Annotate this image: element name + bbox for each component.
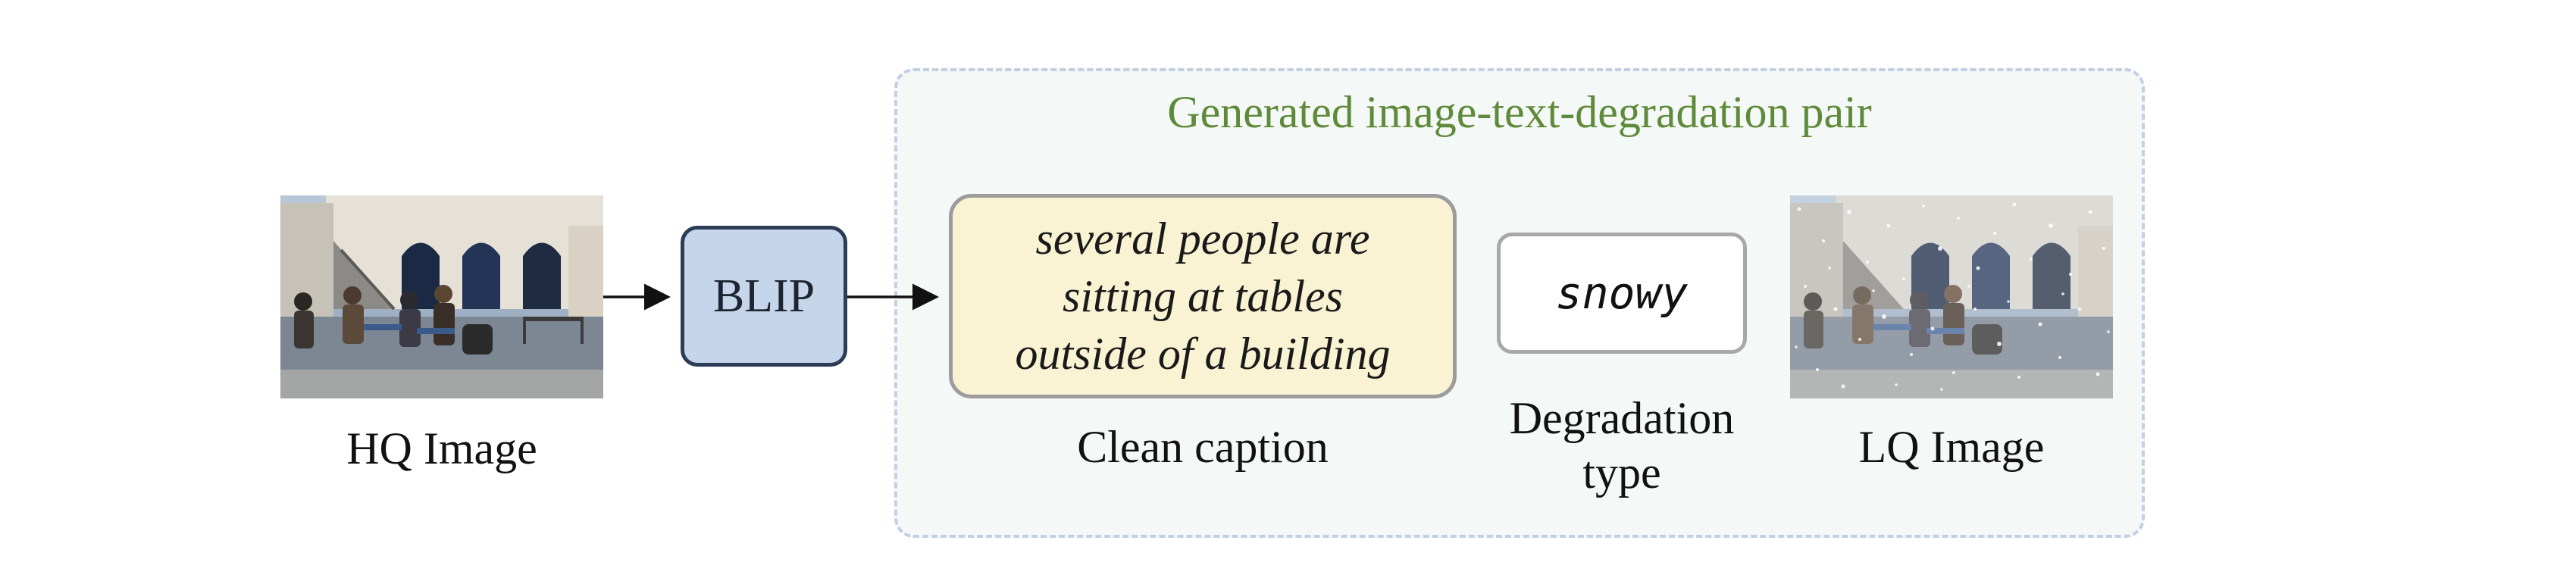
caption-text: several people are sitting at tables out…	[1016, 210, 1391, 383]
degradation-value: snowy	[1555, 267, 1689, 319]
caption-line: several people are	[1035, 214, 1370, 264]
lq-image	[1790, 195, 2113, 398]
group-title: Generated image-text-degradation pair	[1167, 87, 1872, 137]
hq-image	[280, 195, 603, 398]
blip-label: BLIP	[712, 270, 815, 322]
hq-image-label: HQ Image	[346, 423, 537, 473]
blip-box: BLIP	[681, 226, 847, 367]
caption-line: sitting at tables	[1062, 271, 1344, 321]
clean-caption-box: several people are sitting at tables out…	[949, 194, 1457, 398]
degradation-label-line: type	[1582, 448, 1661, 498]
degradation-type-label: Degradation type	[1478, 391, 1766, 500]
caption-line: outside of a building	[1015, 329, 1391, 379]
degradation-label-line: Degradation	[1509, 393, 1735, 443]
clean-caption-label: Clean caption	[1077, 422, 1329, 472]
lq-image-label: LQ Image	[1858, 422, 2045, 472]
degradation-type-box: snowy	[1497, 233, 1747, 354]
